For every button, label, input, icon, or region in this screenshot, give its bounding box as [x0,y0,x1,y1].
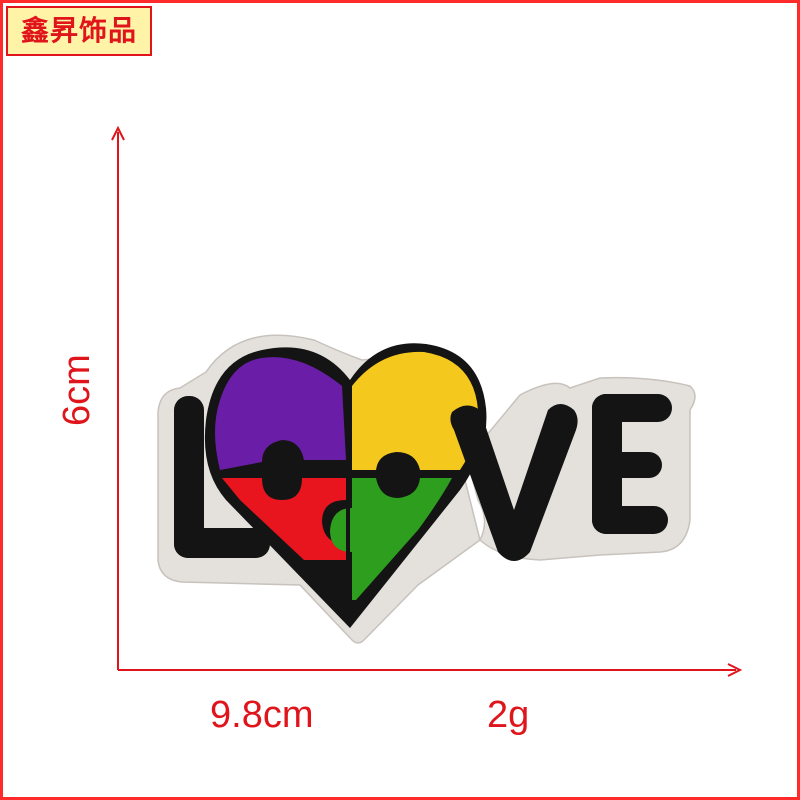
horizontal-axis-arrowhead [727,663,743,677]
brand-badge: 鑫昇饰品 [6,6,152,56]
puzzle-piece-green [330,478,452,600]
letter-l [174,396,270,558]
heart-puzzle [204,343,487,628]
weight-label: 2g [487,694,530,736]
puzzle-piece-yellow [352,351,479,470]
dimension-axes [111,125,743,677]
width-dimension-label: 9.8cm [210,694,314,736]
puzzle-piece-red [222,478,346,560]
letter-v [450,404,578,561]
puzzle-piece-purple [215,357,346,470]
letter-e [592,394,672,534]
vertical-axis-arrowhead [111,125,125,141]
height-dimension-label: 6cm [56,354,98,426]
